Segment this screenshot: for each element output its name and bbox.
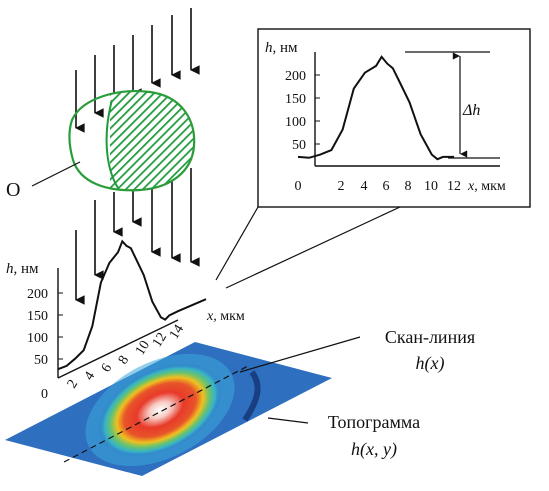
inset-y-tick: 150	[285, 92, 306, 107]
object-leader-line	[31, 161, 81, 187]
profile-x-ticks: 2 4 6 8 10 12 14	[65, 322, 187, 391]
inset-x-tick: 6	[383, 179, 390, 194]
profile-y-tick: 100	[27, 331, 48, 346]
inset-x-axis-label: x, мкм	[467, 179, 506, 194]
topogram-title: Топограмма	[328, 412, 420, 432]
profile-y-tick: 150	[27, 309, 48, 324]
inset-y-ticks: 200 150 100 50	[285, 69, 320, 153]
delta-h-label: Δh	[462, 102, 480, 119]
inset-x-tick: 12	[447, 179, 461, 194]
profile-y-ticks: 200 150 100 50 0	[27, 287, 63, 402]
profile-x-tick: 8	[116, 353, 132, 367]
topogram-hotspot	[98, 363, 222, 457]
inset-y-tick: 50	[292, 138, 306, 153]
profile-x-tick: 2	[65, 377, 81, 391]
profile-x-axis	[57, 319, 179, 379]
topogram-formula: h(x, y)	[351, 439, 397, 460]
profile-y-tick: 50	[34, 353, 48, 368]
scan-line-formula: h(x)	[416, 353, 445, 374]
inset-y-tick: 100	[285, 115, 306, 130]
inset-x-tick: 4	[361, 179, 368, 194]
profile-y-tick: 0	[41, 387, 48, 402]
profile-curve	[57, 239, 207, 371]
profile-x-tick: 14	[167, 322, 187, 342]
incident-arrows	[75, 8, 200, 305]
profile-x-axis-label: x, мкм	[206, 309, 245, 324]
inset-x-tick: 10	[424, 179, 438, 194]
inset-x-tick: 8	[405, 179, 412, 194]
scan-line-leader	[239, 336, 361, 373]
inset-x-tick: 2	[338, 179, 345, 194]
profile-y-axis-label: h, нм	[6, 261, 39, 277]
profile-x-tick: 6	[99, 361, 115, 375]
inset-leader-right	[225, 206, 401, 289]
profile-x-tick: 4	[82, 369, 98, 383]
object-label: O	[6, 179, 20, 201]
profile-3d: h, нм 200 150 100 50 0 2 4 6 8 10 12 14 …	[6, 239, 245, 402]
inset-frame	[257, 28, 531, 208]
profile-y-tick: 200	[27, 287, 48, 302]
topogram-leader	[267, 417, 309, 424]
profile-x-tick: 10	[133, 338, 153, 358]
topogram-map	[5, 342, 332, 476]
inset-leader-left	[215, 206, 259, 281]
inset-x-tick: 0	[295, 179, 302, 194]
scan-line	[63, 365, 249, 463]
inset-y-axis-label: h, нм	[265, 40, 298, 56]
inset-profile-curve	[297, 55, 455, 161]
profile-x-tick: 12	[150, 330, 170, 350]
object-shape	[68, 90, 196, 192]
inset-graph: h, нм 200 150 100 50 0 2 4 6 8 10 12 x, …	[257, 28, 531, 208]
inset-x-ticks: 0 2 4 6 8 10 12	[295, 179, 462, 194]
scan-line-title: Скан-линия	[385, 327, 475, 347]
inset-y-tick: 200	[285, 69, 306, 84]
